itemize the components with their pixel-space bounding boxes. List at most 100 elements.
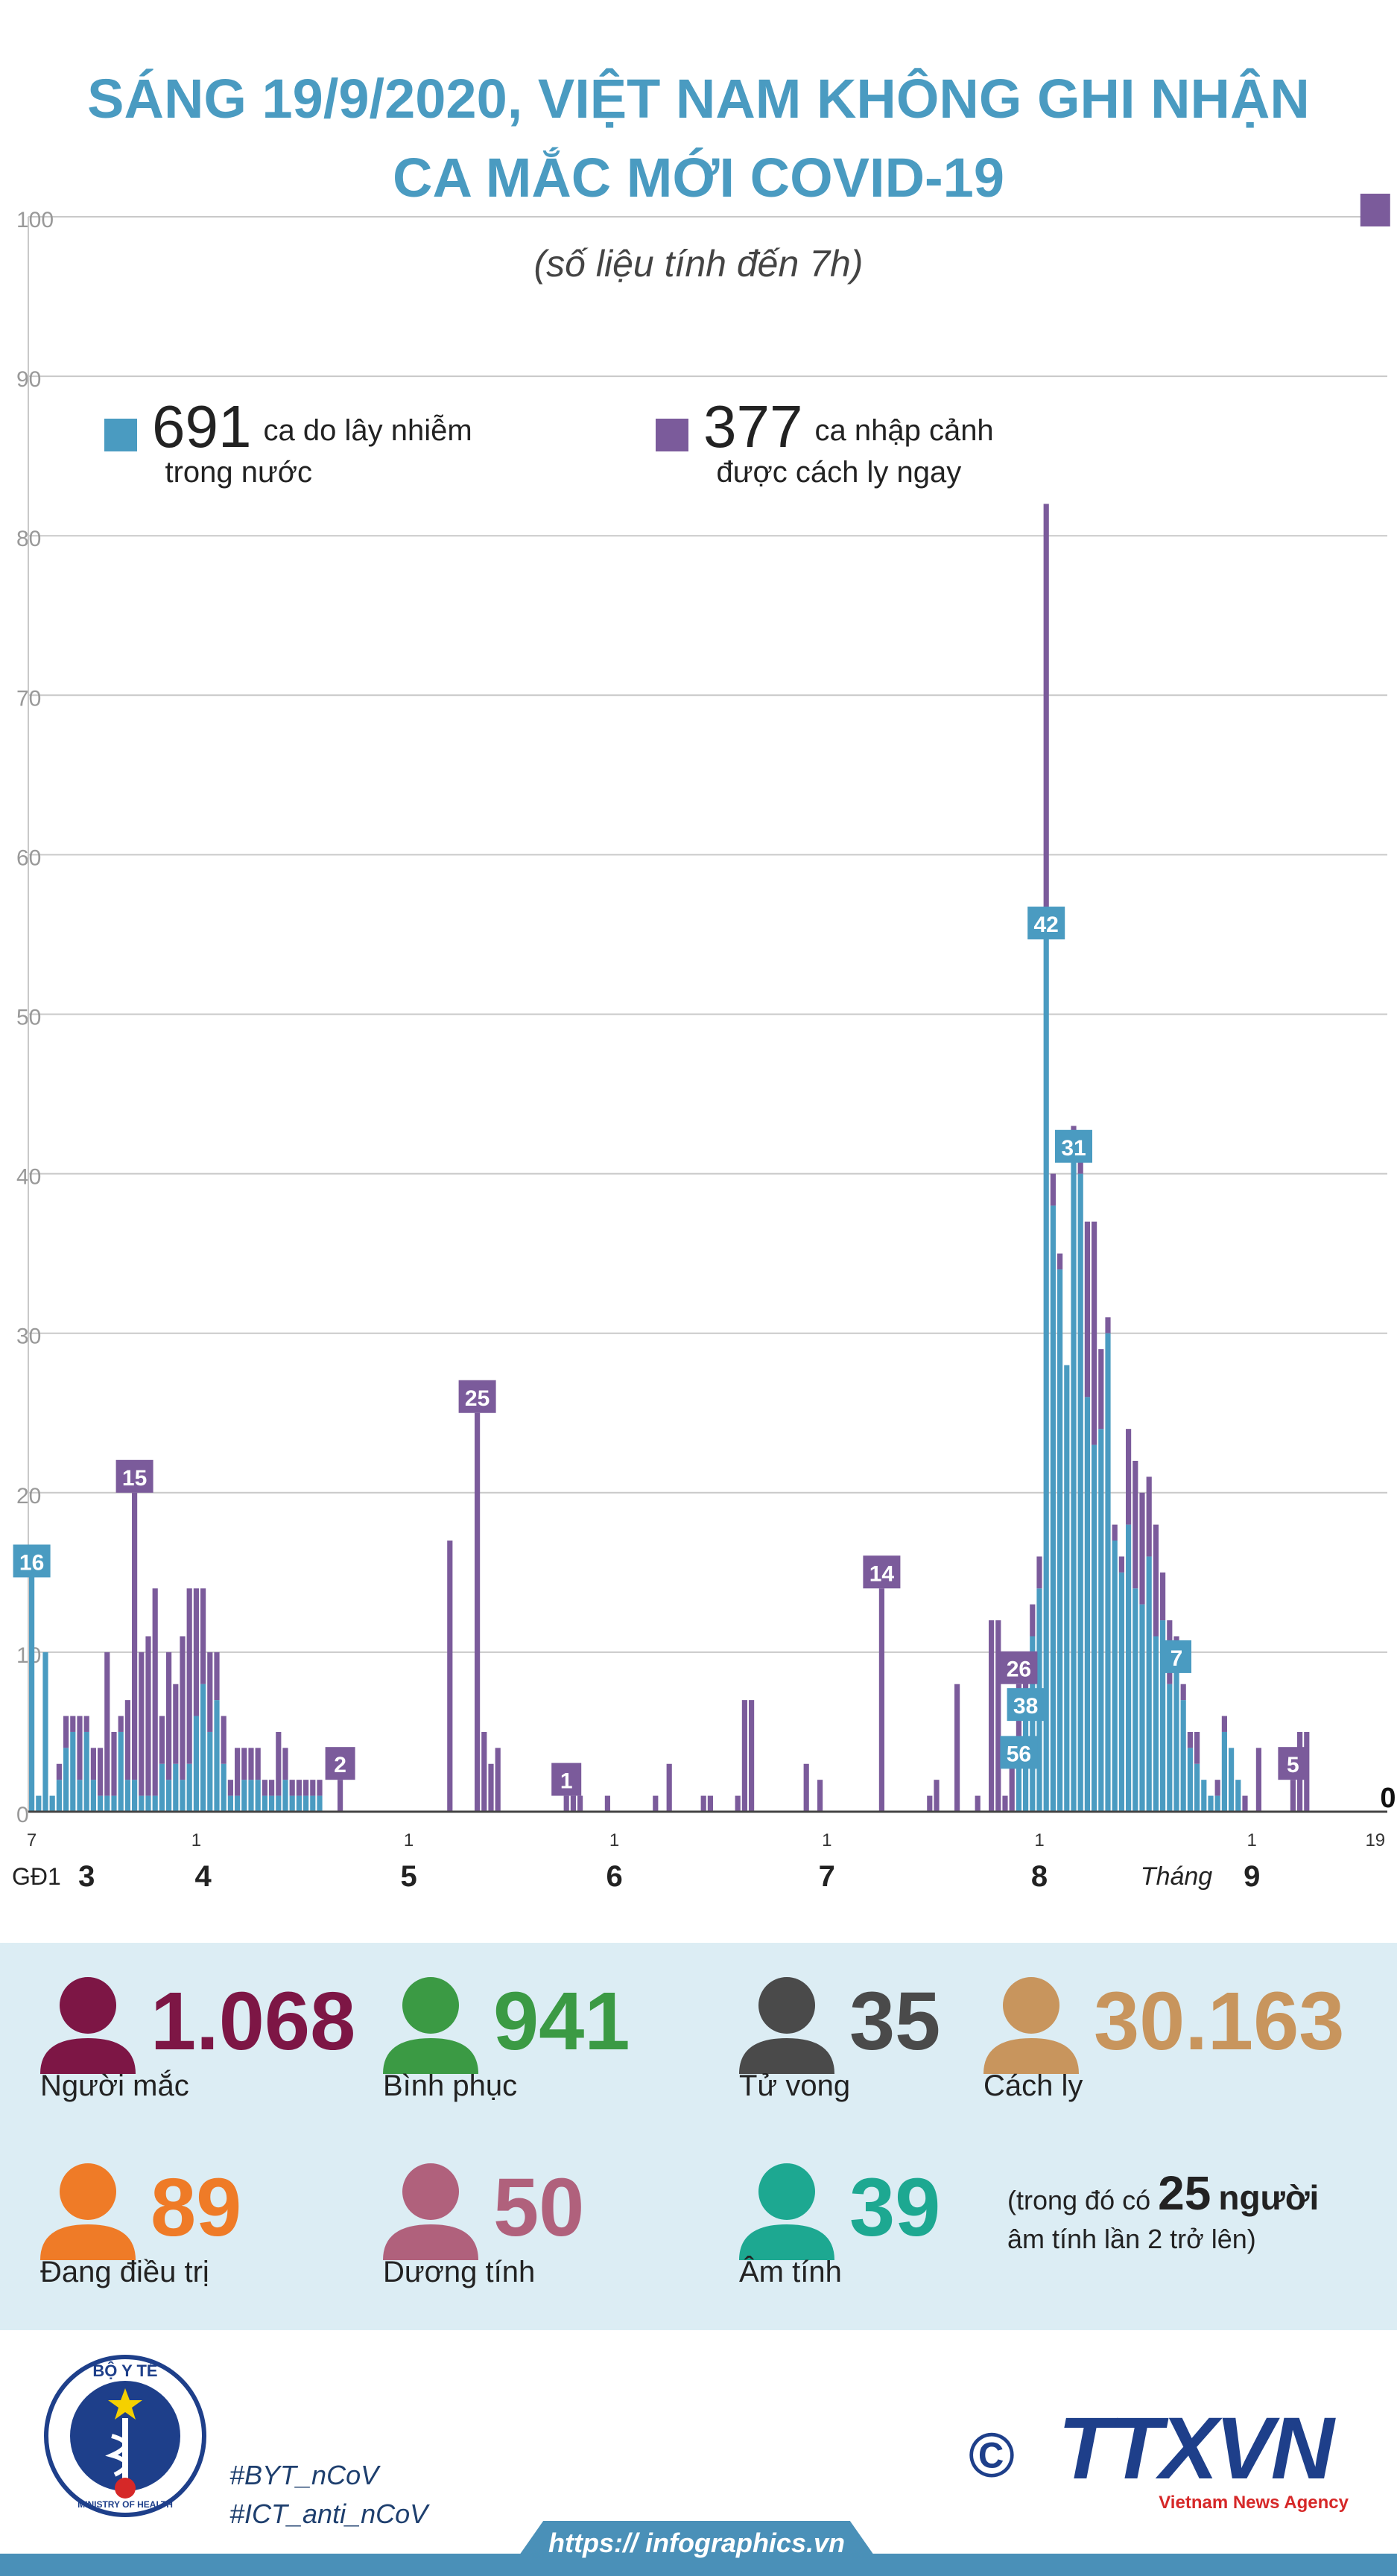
bar-imported xyxy=(248,1748,254,1780)
bar-domestic xyxy=(1126,1524,1132,1812)
bar-imported xyxy=(241,1748,247,1780)
bar-domestic xyxy=(1153,1636,1159,1812)
bar-domestic xyxy=(42,1652,48,1812)
site-url-link[interactable]: https:// infographics.vn xyxy=(514,2521,879,2563)
bar-domestic xyxy=(111,1795,117,1812)
bar-domestic xyxy=(1092,1444,1097,1812)
bar-domestic xyxy=(104,1795,110,1812)
bar-imported xyxy=(1242,1795,1248,1812)
annotation-label: 26 xyxy=(1007,1657,1031,1682)
hashtag-byt[interactable]: #BYT_nCoV xyxy=(229,2460,379,2490)
note-line-2: âm tính lần 2 trở lên) xyxy=(1007,2224,1256,2254)
annotation-label: 16 xyxy=(19,1550,44,1575)
x-month-label: 3 xyxy=(78,1860,95,1893)
annotation-label: 7 xyxy=(1170,1646,1183,1671)
bar-imported xyxy=(145,1636,151,1796)
bar-domestic xyxy=(83,1731,89,1812)
bar-imported xyxy=(934,1780,940,1812)
moh-top-text: BỘ Y TẾ xyxy=(92,2361,157,2380)
annotation-badge xyxy=(115,1459,153,1493)
bar-imported xyxy=(1043,504,1049,919)
bar-domestic xyxy=(63,1748,69,1812)
bar-domestic xyxy=(98,1795,104,1812)
bar-domestic xyxy=(1016,1748,1021,1812)
stat-quarantine-label: Cách ly xyxy=(983,2069,1083,2102)
stat-positive-value: 50 xyxy=(493,2162,585,2253)
bar-imported xyxy=(475,1412,481,1812)
bar-domestic xyxy=(227,1795,233,1812)
bar-domestic xyxy=(1229,1748,1235,1812)
bar-imported xyxy=(1153,1524,1159,1637)
bar-domestic xyxy=(1098,1429,1104,1812)
bar-imported xyxy=(132,1492,138,1780)
bar-imported xyxy=(200,1588,206,1684)
bar-imported xyxy=(700,1795,706,1812)
bar-imported xyxy=(207,1652,213,1732)
domestic-swatch xyxy=(104,419,137,451)
legend-imported: 377 ca nhập cảnh được cách ly ngay xyxy=(656,393,994,493)
bar-domestic xyxy=(207,1731,213,1812)
title-line-2: CA MẮC MỚI COVID-19 xyxy=(393,147,1004,209)
bar-imported xyxy=(1133,1460,1138,1589)
x-day-tick: 7 xyxy=(27,1830,37,1850)
page-title: SÁNG 19/9/2020, VIỆT NAM KHÔNG GHI NHẬN … xyxy=(0,60,1397,218)
bar-domestic xyxy=(1173,1652,1179,1812)
annotation-label: 2 xyxy=(1369,194,1381,199)
domestic-count: 691 xyxy=(152,393,252,460)
bar-domestic xyxy=(200,1684,206,1812)
bar-imported xyxy=(166,1652,172,1780)
bar-imported xyxy=(817,1780,823,1812)
bar-imported xyxy=(104,1652,110,1796)
bar-domestic xyxy=(296,1795,302,1812)
bar-domestic xyxy=(248,1780,254,1812)
legend-domestic: 691 ca do lây nhiễm trong nước xyxy=(104,393,472,493)
bar-imported xyxy=(954,1684,960,1812)
bar-imported xyxy=(1112,1524,1118,1541)
annotation-badge xyxy=(1055,1129,1092,1163)
bar-imported xyxy=(1105,1317,1111,1333)
note-line-1: (trong đó có 25 người xyxy=(1007,2169,1319,2220)
annotation-badge xyxy=(1007,1688,1045,1722)
bar-imported xyxy=(77,1716,83,1780)
x-month-label: 8 xyxy=(1031,1860,1048,1893)
bar-imported xyxy=(152,1588,158,1796)
x-month-label: Tháng xyxy=(1141,1862,1212,1891)
stats-panel xyxy=(0,1943,1397,2330)
bar-imported xyxy=(193,1588,199,1716)
bar-domestic xyxy=(1105,1333,1111,1812)
hashtag-ict[interactable]: #ICT_anti_nCoV xyxy=(229,2499,428,2529)
bar-imported xyxy=(1255,1748,1261,1812)
bar-imported xyxy=(159,1716,165,1764)
domestic-text: ca do lây nhiễm trong nước xyxy=(165,410,472,493)
footer: BỘ Y TẾ MINISTRY OF HEALTH #BYT_nCoV #IC… xyxy=(0,2330,1397,2576)
bar-imported xyxy=(604,1795,610,1812)
annotation-badge xyxy=(325,1747,355,1780)
person-icon xyxy=(739,1977,834,2074)
annotation-label: 56 xyxy=(1007,1742,1031,1766)
bar-imported xyxy=(481,1731,487,1812)
x-month-label: 9 xyxy=(1244,1860,1260,1893)
bar-imported xyxy=(927,1795,933,1812)
x-month-label: 6 xyxy=(606,1860,622,1893)
imported-count: 377 xyxy=(703,393,803,460)
imported-text-2: được cách ly ngay xyxy=(716,456,962,489)
bar-imported xyxy=(653,1795,659,1812)
bar-domestic xyxy=(166,1780,172,1812)
bar-domestic xyxy=(1214,1795,1220,1812)
ttxvn-wordmark: TTXVN xyxy=(1058,2399,1334,2498)
bar-imported xyxy=(276,1731,282,1796)
bar-imported xyxy=(1180,1684,1186,1701)
bar-imported xyxy=(111,1731,117,1796)
bar-domestic xyxy=(139,1795,145,1812)
bar-imported xyxy=(139,1652,145,1796)
bar-imported xyxy=(1009,1748,1015,1812)
bar-imported xyxy=(1050,1173,1056,1206)
ministry-of-health-logo: BỘ Y TẾ MINISTRY OF HEALTH xyxy=(44,2355,206,2517)
title-line-1: SÁNG 19/9/2020, VIỆT NAM KHÔNG GHI NHẬN xyxy=(87,68,1310,130)
annotation-label: 5 xyxy=(1287,1753,1299,1777)
bar-imported xyxy=(262,1780,267,1796)
bar-imported xyxy=(1146,1476,1152,1557)
bar-domestic xyxy=(173,1763,179,1812)
note-prefix: (trong đó có xyxy=(1007,2185,1151,2215)
bar-domestic xyxy=(1133,1588,1138,1812)
